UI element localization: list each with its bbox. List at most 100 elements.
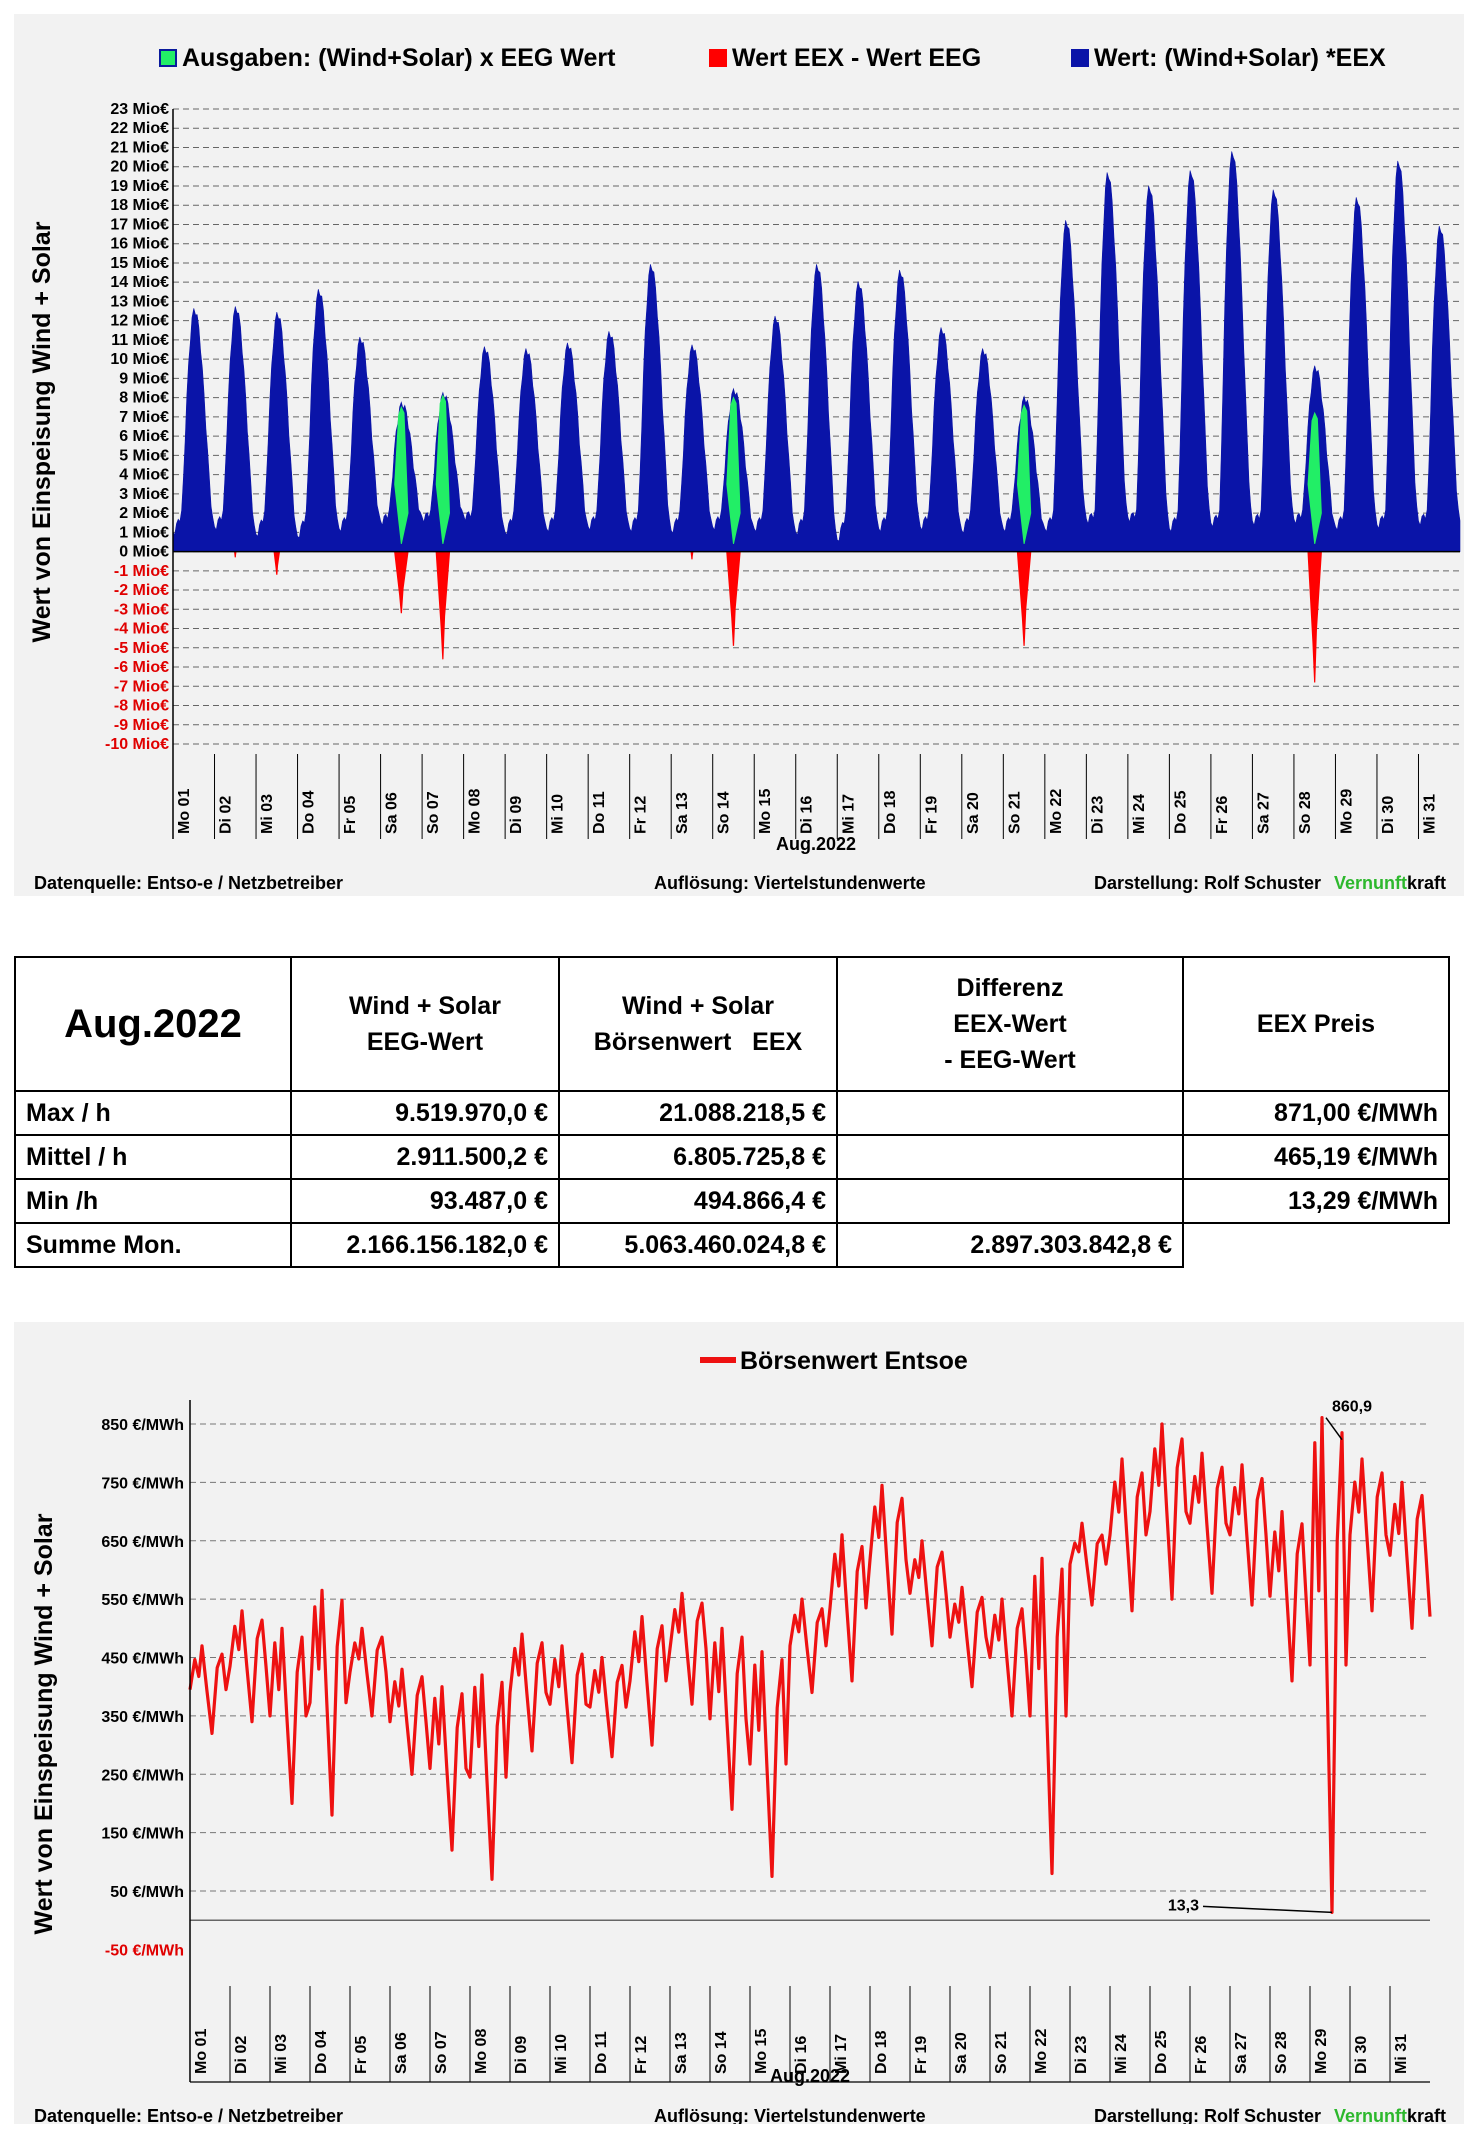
x-tick-label: Di 09 xyxy=(513,2036,530,2074)
x-tick-label: Di 30 xyxy=(1353,2036,1370,2074)
x-tick-label: Di 23 xyxy=(1089,796,1106,834)
y-tick-label: 250 €/MWh xyxy=(101,1767,184,1784)
y-tick-label: -1 Mio€ xyxy=(114,563,169,580)
y-tick-label: 350 €/MWh xyxy=(101,1709,184,1726)
row-label: Summe Mon. xyxy=(14,1222,292,1268)
x-tick-label: Mo 22 xyxy=(1033,2029,1050,2074)
header-difference-line3: - EEG-Wert xyxy=(944,1046,1076,1074)
y-tick-label: 50 €/MWh xyxy=(110,1884,184,1901)
cell-eex-price: 13,29 €/MWh xyxy=(1182,1178,1450,1224)
series-area-eex-value xyxy=(172,151,1461,552)
y-tick-label: -9 Mio€ xyxy=(114,717,169,734)
table-title: Aug.2022 xyxy=(14,956,292,1092)
y-tick-label: 10 Mio€ xyxy=(110,351,169,368)
header-eeg-value: Wind + Solar EEG-Wert xyxy=(290,956,560,1092)
chart-eex-value-panel: Ausgaben: (Wind+Solar) x EEG Wert Wert EE… xyxy=(14,14,1464,896)
y-tick-label: 8 Mio€ xyxy=(119,390,169,407)
x-tick-label: Di 02 xyxy=(218,796,235,834)
y-tick-label: -3 Mio€ xyxy=(114,601,169,618)
x-tick-label: Sa 27 xyxy=(1255,792,1272,834)
y-tick-label: -4 Mio€ xyxy=(114,621,169,638)
footer-brand: Vernunftkraft xyxy=(1334,873,1446,893)
cell-eeg-value: 2.166.156.182,0 € xyxy=(290,1222,560,1268)
chart-price-panel: Börsenwert Entsoe 850 €/MWh 750 €/MWh 650 €… xyxy=(14,1322,1464,2126)
cell-eex-price xyxy=(1183,1223,1449,1267)
series-difference-spike xyxy=(726,550,741,646)
x-tick-label: Do 11 xyxy=(591,791,608,834)
x-tick-label: Sa 06 xyxy=(393,2032,410,2074)
x-tick-label: Mi 24 xyxy=(1113,2034,1130,2074)
x-tick-label: Mo 29 xyxy=(1338,789,1355,834)
y-tick-label: 0 Mio€ xyxy=(119,544,169,561)
annotation-leader xyxy=(1202,1905,1333,1914)
x-tick-label: Fr 26 xyxy=(1193,2036,1210,2074)
x-tick-label: So 14 xyxy=(713,2031,730,2074)
footer-brand-green: Vernunft xyxy=(1334,873,1407,893)
cell-eeg-value: 93.487,0 € xyxy=(290,1178,560,1224)
y-tick-label: 13 Mio€ xyxy=(110,293,169,310)
footer-source: Datenquelle: Entso-e / Netzbetreiber xyxy=(34,873,343,893)
x-tick-label: Di 16 xyxy=(799,796,816,834)
annotation-min-label: 13,3 xyxy=(1168,1897,1199,1914)
x-tick-label: Mi 31 xyxy=(1393,2034,1410,2074)
x-tick-label: So 28 xyxy=(1297,791,1314,834)
footer-brand-black: kraft xyxy=(1407,873,1446,893)
footer-resolution: Auflösung: Viertelstundenwerte xyxy=(654,873,926,893)
footer-resolution: Auflösung: Viertelstundenwerte xyxy=(654,2106,926,2124)
cell-exchange-value: 5.063.460.024,8 € xyxy=(558,1222,838,1268)
y-tick-label: 550 €/MWh xyxy=(101,1592,184,1609)
header-eex-price: EEX Preis xyxy=(1182,956,1450,1092)
footer-author: Darstellung: Rolf Schuster xyxy=(1094,873,1321,893)
table-row: Max / h 9.519.970,0 € 21.088.218,5 € 871… xyxy=(14,1090,1450,1136)
header-exchange-value: Wind + Solar Börsenwert EEX xyxy=(558,956,838,1092)
x-tick-label: Di 23 xyxy=(1073,2036,1090,2074)
y-tick-label: 21 Mio€ xyxy=(110,139,169,156)
x-tick-label: Mo 08 xyxy=(467,789,484,834)
y-tick-label: 3 Mio€ xyxy=(119,486,169,503)
monthly-statistics-table: Aug.2022 Wind + Solar EEG-Wert Wind + So… xyxy=(14,956,1450,1268)
y-tick-label: -50 €/MWh xyxy=(105,1942,184,1959)
y-tick-label: 4 Mio€ xyxy=(119,467,169,484)
y-tick-label: 16 Mio€ xyxy=(110,236,169,253)
y-tick-label: 850 €/MWh xyxy=(101,1417,184,1434)
series-difference-spike xyxy=(233,550,237,558)
header-difference: Differenz EEX-Wert - EEG-Wert xyxy=(836,956,1184,1092)
annotation-leader xyxy=(1325,1417,1343,1441)
x-tick-label: Mo 01 xyxy=(193,2029,210,2074)
x-tick-label: Fr 19 xyxy=(913,2036,930,2074)
legend-label: Ausgaben: (Wind+Solar) x EEG Wert xyxy=(182,44,616,72)
x-tick-label: Mi 24 xyxy=(1131,794,1148,834)
x-tick-label: Di 09 xyxy=(508,796,525,834)
y-axis-title: Wert von Einspeisung Wind + Solar xyxy=(28,221,56,642)
x-tick-label: So 14 xyxy=(716,791,733,834)
x-tick-label: Mi 31 xyxy=(1421,794,1438,834)
x-tick-label: Fr 26 xyxy=(1214,796,1231,834)
x-tick-label: Fr 05 xyxy=(353,2036,370,2074)
legend-swatch xyxy=(159,49,177,67)
series-eeg-spending-spike xyxy=(394,405,409,544)
y-tick-label: 23 Mio€ xyxy=(110,101,169,118)
x-tick-label: Do 04 xyxy=(301,790,318,834)
series-difference-spike xyxy=(690,550,694,560)
row-label: Mittel / h xyxy=(14,1134,292,1180)
table-row: Min /h 93.487,0 € 494.866,4 € 13,29 €/MW… xyxy=(14,1178,1450,1224)
x-tick-label: Sa 27 xyxy=(1233,2032,1250,2074)
x-tick-label: Sa 06 xyxy=(384,792,401,834)
header-difference-line2: EEX-Wert xyxy=(953,1010,1067,1038)
y-tick-label: 19 Mio€ xyxy=(110,178,169,195)
x-tick-label: Do 11 xyxy=(593,2031,610,2074)
x-tick-label: Fr 05 xyxy=(342,796,359,834)
series-eeg-spending-spike xyxy=(1307,411,1322,544)
x-tick-label: Di 30 xyxy=(1380,796,1397,834)
series-difference-spike xyxy=(394,550,409,614)
chart-eex-value: Ausgaben: (Wind+Solar) x EEG Wert Wert EE… xyxy=(28,44,1461,893)
x-tick-label: Mo 29 xyxy=(1313,2029,1330,2074)
x-tick-label: Sa 13 xyxy=(674,792,691,834)
y-tick-label: 18 Mio€ xyxy=(110,197,169,214)
y-tick-label: 15 Mio€ xyxy=(110,255,169,272)
x-tick-label: So 07 xyxy=(425,791,442,834)
footer-brand: Vernunftkraft xyxy=(1334,2106,1446,2124)
x-tick-label: Do 18 xyxy=(873,2030,890,2074)
x-tick-label: Mi 17 xyxy=(833,2034,850,2074)
x-tick-label: Mi 17 xyxy=(840,794,857,834)
